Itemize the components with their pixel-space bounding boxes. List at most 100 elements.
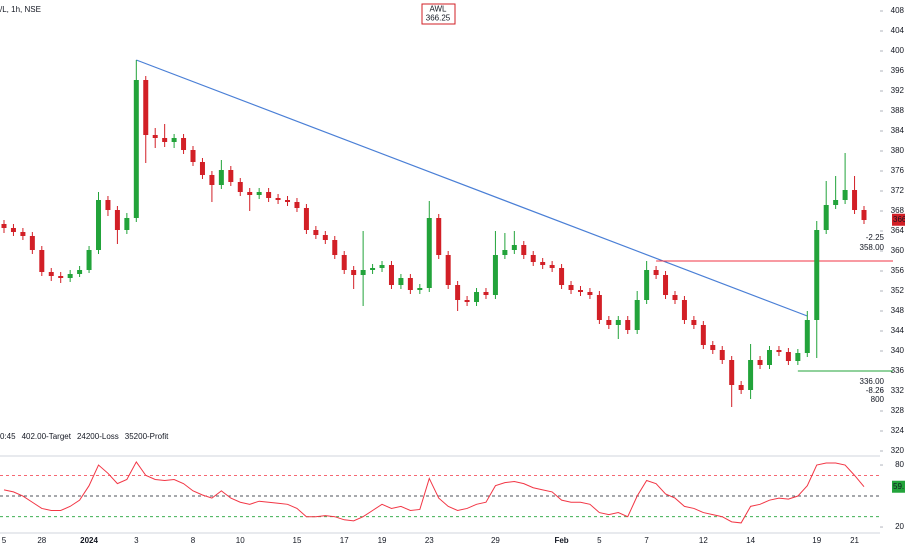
- level-label: -2.25: [866, 233, 885, 242]
- x-tick-label: 17: [340, 536, 349, 545]
- y-tick-label: 408: [891, 6, 905, 15]
- candle-body: [587, 292, 593, 295]
- y-tick-label: 388: [891, 106, 905, 115]
- candle-body: [653, 270, 659, 275]
- candle-body: [540, 262, 546, 265]
- candle-body: [256, 192, 262, 195]
- candle-body: [77, 270, 83, 274]
- candle-body: [577, 290, 583, 292]
- candle-body: [710, 345, 716, 350]
- candle-body: [729, 360, 735, 385]
- oscillator-line: [3, 460, 865, 524]
- status-item: 35200-Profit: [125, 432, 169, 441]
- candle-body: [370, 268, 376, 270]
- candle-body: [162, 138, 168, 142]
- x-tick-label: 15: [293, 536, 302, 545]
- y-tick-label: 392: [891, 86, 905, 95]
- y-tick-label: 332: [891, 386, 905, 395]
- candle-body: [133, 80, 139, 218]
- candle-body: [39, 250, 45, 272]
- osc-tag: [892, 480, 905, 493]
- x-tick-label: 14: [746, 536, 755, 545]
- candle-body: [417, 288, 423, 290]
- y-tick-label: 328: [891, 406, 905, 415]
- osc-tick-label: 20: [895, 522, 904, 531]
- x-tick-label: Feb: [554, 536, 568, 545]
- candle-body: [199, 162, 205, 175]
- candle-body: [237, 182, 243, 192]
- candle-body: [275, 198, 281, 200]
- candle-body: [332, 240, 338, 255]
- y-tick-label: 376: [891, 166, 905, 175]
- candle-body: [700, 325, 706, 345]
- candle-body: [67, 274, 73, 278]
- candle-body: [303, 208, 309, 230]
- candle-body: [823, 205, 829, 230]
- candle-body: [464, 300, 470, 302]
- level-label: 358.00: [860, 243, 885, 252]
- candle-body: [861, 210, 867, 220]
- y-tick-label: 384: [891, 126, 905, 135]
- x-tick-label: 8: [191, 536, 196, 545]
- candle-body: [285, 200, 291, 202]
- candle-body: [313, 230, 319, 235]
- candle-body: [483, 292, 489, 295]
- candle-body: [426, 218, 432, 288]
- candle-body: [190, 150, 196, 162]
- y-tick-label: 340: [891, 346, 905, 355]
- level-label: 800: [871, 395, 885, 404]
- y-tick-label: 380: [891, 146, 905, 155]
- y-tick-label: 344: [891, 326, 905, 335]
- candle-body: [247, 192, 253, 195]
- candle-body: [615, 320, 621, 325]
- chart-title: /L, 1h, NSE: [0, 5, 41, 14]
- candle-body: [681, 300, 687, 320]
- y-tick-label: 404: [891, 26, 905, 35]
- candle-body: [96, 200, 102, 250]
- candle-body: [388, 265, 394, 285]
- candle-body: [795, 353, 801, 361]
- candle-body: [852, 190, 858, 210]
- candle-body: [672, 295, 678, 300]
- candle-body: [511, 245, 517, 250]
- candle-body: [804, 320, 810, 353]
- candle-body: [568, 285, 574, 290]
- candle-body: [757, 360, 763, 365]
- candle-body: [228, 170, 234, 182]
- candle-body: [1, 224, 7, 228]
- price-tag-label: 366: [893, 215, 905, 224]
- candle-body: [171, 138, 177, 142]
- candle-body: [351, 270, 357, 275]
- candle-body: [10, 228, 16, 232]
- y-tick-label: 372: [891, 186, 905, 195]
- y-tick-label: 400: [891, 46, 905, 55]
- candle-body: [124, 218, 130, 230]
- candle-body: [521, 245, 527, 255]
- status-item: 402.00-Target: [22, 432, 72, 441]
- candle-body: [48, 272, 54, 276]
- price-box: [421, 3, 456, 25]
- x-tick-label: 19: [812, 536, 821, 545]
- symbol: AWL: [429, 5, 447, 14]
- y-tick-label: 320: [891, 446, 905, 455]
- candle-body: [549, 265, 555, 268]
- candle-body: [105, 200, 111, 210]
- candle-body: [719, 350, 725, 360]
- candle-body: [634, 300, 640, 330]
- candle-body: [152, 135, 158, 138]
- candle-body: [455, 285, 461, 300]
- x-tick-label: 10: [236, 536, 245, 545]
- level-label: -8.26: [866, 386, 885, 395]
- candle-body: [218, 170, 224, 185]
- candle-body: [691, 320, 697, 325]
- x-tick-label: 29: [491, 536, 500, 545]
- candle-body: [398, 278, 404, 285]
- candle-body: [322, 235, 328, 240]
- candle-body: [663, 275, 669, 295]
- x-tick-label: 5: [597, 536, 602, 545]
- candle-body: [114, 210, 120, 230]
- candle-body: [181, 138, 187, 150]
- y-tick-label: 352: [891, 286, 905, 295]
